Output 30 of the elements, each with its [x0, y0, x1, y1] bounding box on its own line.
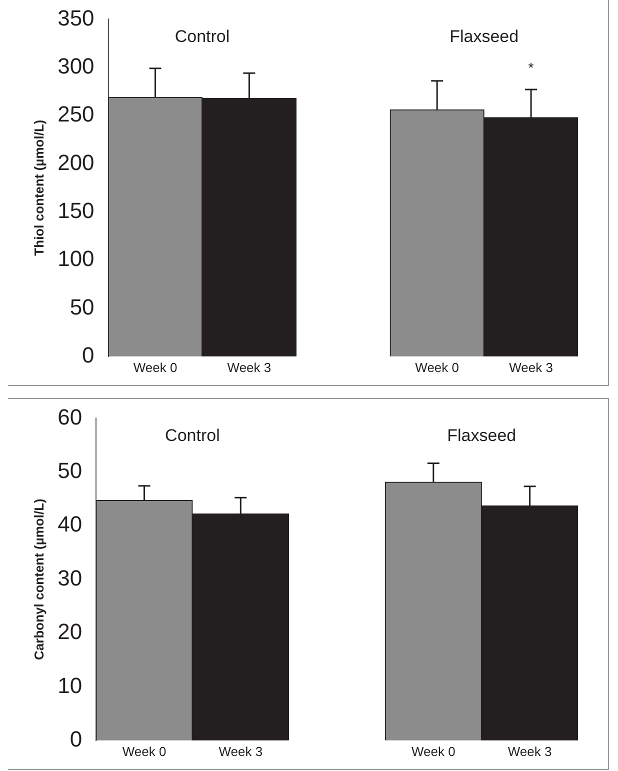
x-tick-label: Week 0 [412, 744, 456, 759]
annotation: Flaxseed [447, 426, 516, 445]
y-tick-label: 10 [58, 672, 82, 698]
y-tick-label: 250 [58, 102, 94, 127]
annotation: Control [165, 426, 220, 445]
x-tick-label: Week 3 [508, 744, 552, 759]
y-tick-label: 0 [70, 726, 82, 752]
x-tick-label: Week 0 [133, 360, 178, 375]
y-tick-label: 40 [58, 512, 82, 537]
x-tick-label: Week 3 [218, 744, 263, 759]
annotation: Flaxseed [450, 26, 519, 46]
y-tick-label: 300 [58, 53, 94, 78]
y-tick-label: 350 [58, 5, 94, 30]
x-tick-label: Week 3 [227, 360, 272, 375]
y-tick-label: 60 [58, 404, 82, 430]
y-tick-label: 20 [58, 619, 82, 644]
y-tick-label: 100 [58, 246, 94, 272]
y-axis-title: Carbonyl content (µmol/L) [31, 498, 46, 660]
y-tick-label: 150 [58, 198, 94, 223]
y-tick-label: 0 [82, 342, 94, 368]
x-tick-label: Week 3 [509, 360, 553, 375]
y-tick-label: 30 [58, 565, 82, 590]
y-tick-label: 200 [58, 150, 94, 175]
y-tick-label: 50 [70, 294, 94, 320]
x-tick-label: Week 0 [122, 744, 166, 759]
annotation: Control [174, 26, 230, 46]
y-tick-label: 50 [58, 458, 82, 483]
annotation: * [528, 59, 534, 76]
y-axis-title: Thiol content (µmol/L) [31, 120, 46, 256]
x-tick-label: Week 0 [415, 360, 460, 375]
